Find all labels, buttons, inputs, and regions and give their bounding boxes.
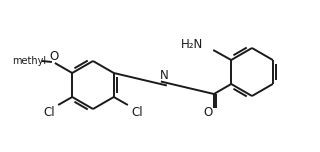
Text: Cl: Cl	[131, 105, 143, 119]
Text: methyl: methyl	[12, 56, 46, 66]
Text: O: O	[203, 107, 212, 119]
Text: H₂N: H₂N	[181, 38, 203, 52]
Text: O: O	[49, 50, 59, 64]
Text: Cl: Cl	[43, 105, 55, 119]
Text: N: N	[159, 69, 168, 82]
